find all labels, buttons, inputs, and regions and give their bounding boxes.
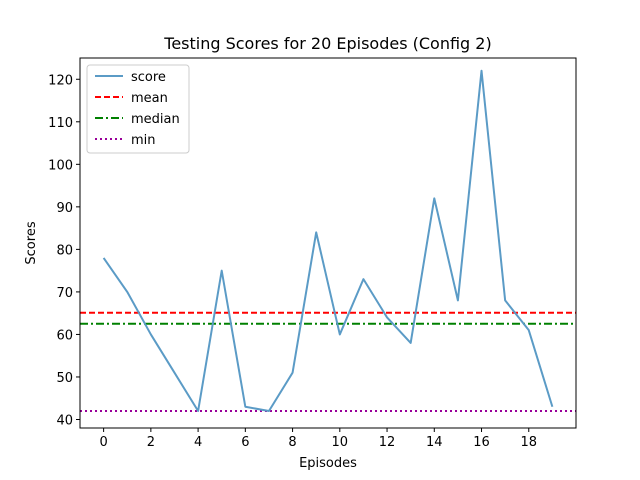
y-tick-label: 90: [56, 201, 73, 216]
y-tick-label: 110: [48, 116, 73, 131]
legend: score mean median min: [87, 65, 189, 153]
y-axis-label: Scores: [24, 221, 39, 264]
y-tick-label: 50: [56, 371, 73, 386]
y-tick-label: 40: [56, 413, 73, 428]
x-axis-label: Episodes: [299, 456, 357, 471]
y-tick-label: 120: [48, 73, 73, 88]
legend-label-mean: mean: [131, 91, 168, 106]
legend-label-median: median: [131, 112, 180, 127]
x-tick-label: 6: [241, 435, 249, 450]
y-tick-label: 100: [48, 158, 73, 173]
x-tick-label: 4: [194, 435, 202, 450]
x-tick-label: 16: [473, 435, 490, 450]
chart-title: Testing Scores for 20 Episodes (Config 2…: [163, 34, 491, 53]
x-tick-label: 12: [379, 435, 396, 450]
y-tick-label: 80: [56, 243, 73, 258]
legend-label-score: score: [131, 70, 166, 85]
y-tick-label: 70: [56, 286, 73, 301]
x-tick-label: 8: [288, 435, 296, 450]
x-tick-label: 0: [99, 435, 107, 450]
x-tick-label: 2: [147, 435, 155, 450]
legend-label-min: min: [131, 133, 156, 148]
x-tick-label: 14: [426, 435, 443, 450]
x-tick-label: 18: [520, 435, 537, 450]
y-tick-label: 60: [56, 328, 73, 343]
x-tick-label: 10: [332, 435, 349, 450]
